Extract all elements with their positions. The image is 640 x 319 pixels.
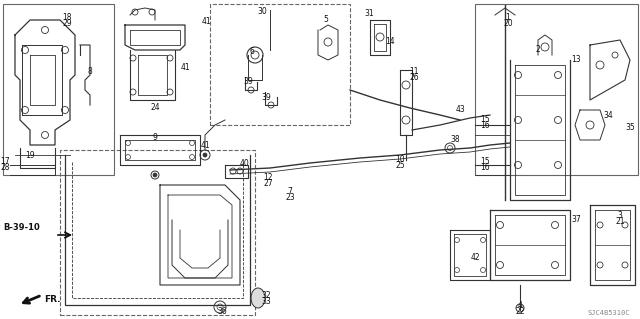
Text: 24: 24 bbox=[150, 103, 160, 113]
Text: 7: 7 bbox=[287, 188, 292, 197]
Text: 43: 43 bbox=[455, 106, 465, 115]
Text: 22: 22 bbox=[515, 307, 525, 315]
Text: 39: 39 bbox=[243, 78, 253, 86]
Text: 37: 37 bbox=[571, 216, 581, 225]
Bar bbox=[3, 4, 114, 175]
Text: B-39-10: B-39-10 bbox=[3, 224, 40, 233]
Text: 31: 31 bbox=[364, 10, 374, 19]
Circle shape bbox=[153, 173, 157, 177]
Text: 40: 40 bbox=[239, 159, 249, 167]
Text: 2: 2 bbox=[536, 46, 540, 55]
Text: 23: 23 bbox=[285, 194, 295, 203]
Text: 34: 34 bbox=[603, 110, 613, 120]
Text: 35: 35 bbox=[625, 123, 635, 132]
Text: 11: 11 bbox=[409, 68, 419, 77]
Bar bbox=[475, 4, 638, 175]
Text: 16: 16 bbox=[480, 122, 490, 130]
Text: 3: 3 bbox=[618, 211, 623, 219]
Text: 4: 4 bbox=[518, 300, 522, 309]
Text: 28: 28 bbox=[0, 164, 10, 173]
Text: 27: 27 bbox=[263, 180, 273, 189]
Text: 30: 30 bbox=[257, 8, 267, 17]
Text: 19: 19 bbox=[25, 151, 35, 160]
Text: 12: 12 bbox=[263, 174, 273, 182]
Text: 8: 8 bbox=[88, 68, 92, 77]
Text: 36: 36 bbox=[217, 308, 227, 316]
Text: 16: 16 bbox=[480, 164, 490, 173]
Text: 32: 32 bbox=[261, 291, 271, 300]
Ellipse shape bbox=[251, 288, 265, 308]
Text: 20: 20 bbox=[503, 19, 513, 28]
Text: 39: 39 bbox=[261, 93, 271, 102]
Text: 6: 6 bbox=[250, 48, 255, 56]
Text: 17: 17 bbox=[0, 158, 10, 167]
Text: 29: 29 bbox=[62, 19, 72, 28]
Text: 15: 15 bbox=[480, 158, 490, 167]
Text: 15: 15 bbox=[480, 115, 490, 124]
Bar bbox=[210, 4, 350, 125]
Text: 1: 1 bbox=[506, 13, 510, 23]
Text: 21: 21 bbox=[615, 217, 625, 226]
Text: 41: 41 bbox=[201, 18, 211, 26]
Text: 9: 9 bbox=[152, 133, 157, 143]
Circle shape bbox=[203, 153, 207, 157]
Text: 41: 41 bbox=[180, 63, 190, 72]
Text: 14: 14 bbox=[385, 38, 395, 47]
Text: SJC4B5310C: SJC4B5310C bbox=[588, 310, 630, 316]
Text: 26: 26 bbox=[409, 73, 419, 83]
Text: 13: 13 bbox=[571, 56, 581, 64]
Text: 5: 5 bbox=[324, 16, 328, 25]
Text: 38: 38 bbox=[450, 136, 460, 145]
Text: 18: 18 bbox=[62, 13, 72, 23]
Text: 10: 10 bbox=[395, 155, 405, 165]
Bar bbox=[60, 150, 255, 315]
Text: 41: 41 bbox=[200, 140, 210, 150]
Text: FR.: FR. bbox=[44, 295, 61, 305]
Text: 25: 25 bbox=[395, 161, 405, 170]
Text: 33: 33 bbox=[261, 296, 271, 306]
Text: 42: 42 bbox=[470, 254, 480, 263]
